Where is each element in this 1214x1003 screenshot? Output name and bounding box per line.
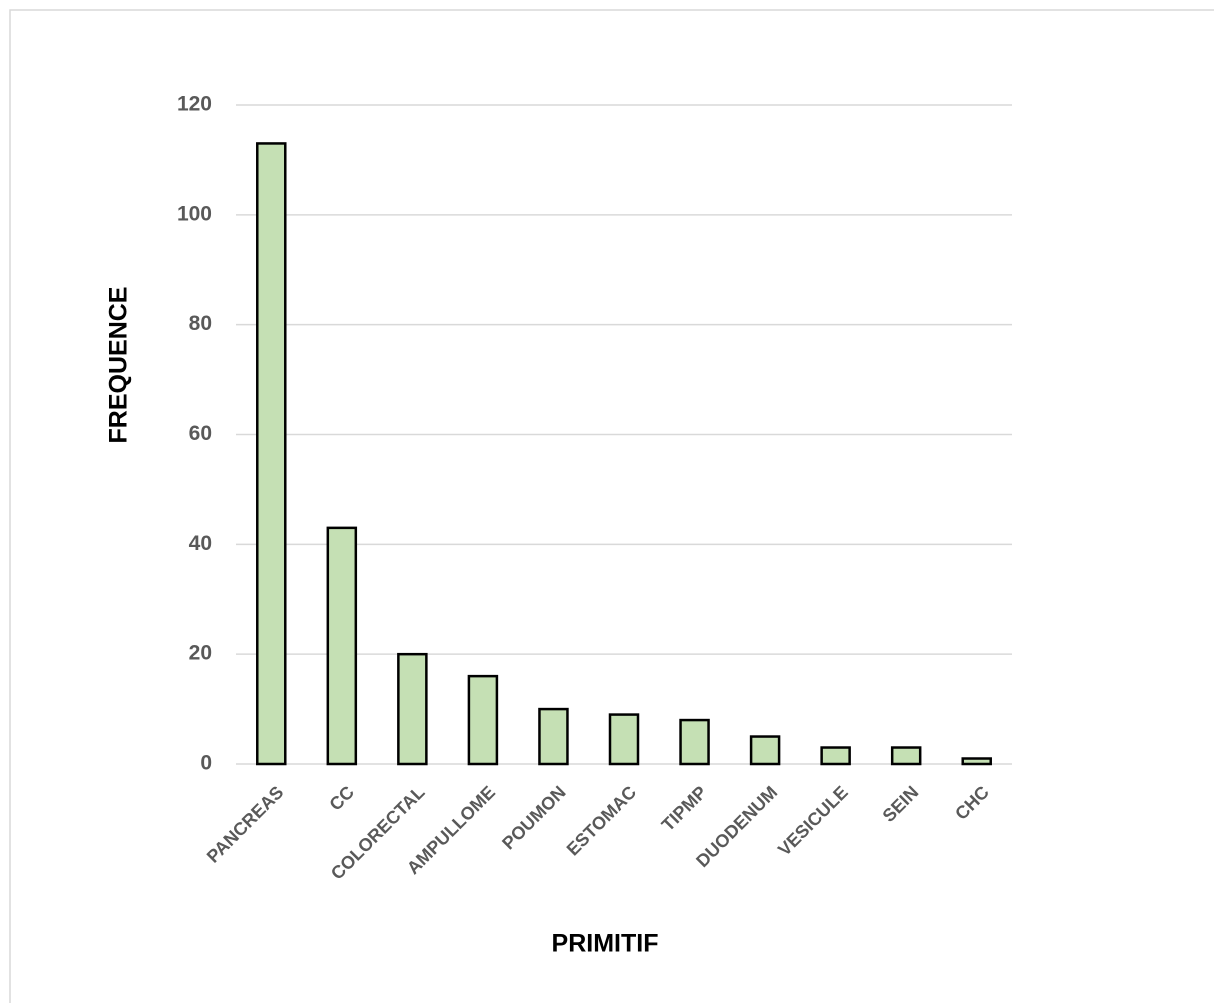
y-tick-label: 40 xyxy=(189,532,212,555)
bar xyxy=(608,713,640,766)
chart-border xyxy=(9,9,1214,1003)
y-tick-label: 0 xyxy=(200,752,212,775)
bar xyxy=(749,735,781,766)
bar xyxy=(890,746,922,766)
bar xyxy=(467,674,499,766)
bar xyxy=(538,707,569,766)
bar xyxy=(397,652,428,766)
y-tick-label: 120 xyxy=(177,93,212,116)
bar xyxy=(326,526,358,766)
x-axis-title: PRIMITIF xyxy=(552,930,659,958)
bar xyxy=(961,757,992,766)
y-tick-label: 20 xyxy=(189,642,212,665)
y-tick-label: 60 xyxy=(189,422,212,445)
y-axis-title: FREQUENCE xyxy=(105,287,133,444)
y-tick-label: 80 xyxy=(189,312,212,335)
bar xyxy=(679,718,710,766)
bar xyxy=(256,142,287,766)
y-tick-label: 100 xyxy=(177,202,212,225)
bar xyxy=(820,746,851,766)
